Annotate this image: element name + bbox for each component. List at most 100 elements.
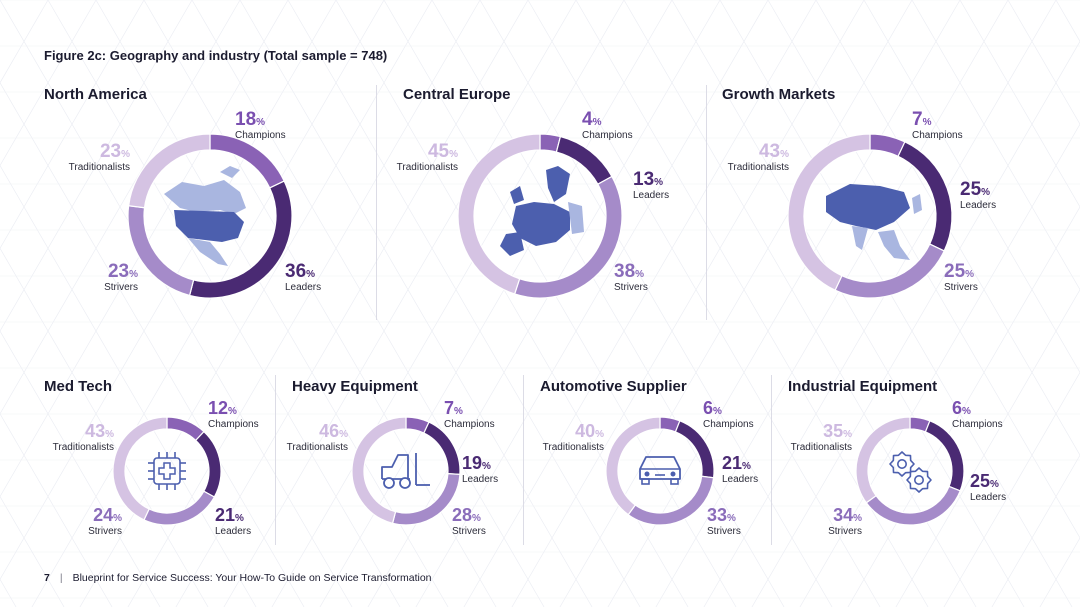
percent-sign: % xyxy=(780,149,789,160)
page-number: 7 xyxy=(44,572,50,584)
panel-title-central-europe: Central Europe xyxy=(403,86,511,103)
category-name-strivers: Strivers xyxy=(944,282,978,293)
panel-title-industrial-equipment: Industrial Equipment xyxy=(788,378,938,395)
percent-sign: % xyxy=(105,429,114,440)
percent-sign: % xyxy=(592,117,602,128)
value-champions: 7 xyxy=(444,398,455,418)
percent-sign: % xyxy=(472,513,481,524)
category-name-traditionalists: Traditionalists xyxy=(542,442,604,453)
percent-sign: % xyxy=(306,269,316,280)
category-name-traditionalists: Traditionalists xyxy=(68,162,130,173)
value-champions: 18 xyxy=(235,109,257,130)
value-traditionalists: 46 xyxy=(319,421,340,441)
value-traditionalists: 45 xyxy=(427,141,450,162)
value-traditionalists: 40 xyxy=(575,421,596,441)
data-label-champions: 6% Champions xyxy=(952,399,1003,430)
value-champions: 7 xyxy=(912,109,923,130)
value-champions: 6 xyxy=(952,398,963,418)
value-strivers: 33 xyxy=(707,505,728,525)
category-name-strivers: Strivers xyxy=(828,526,862,537)
data-label-traditionalists: 43% Traditionalists xyxy=(53,422,114,453)
percent-sign: % xyxy=(962,406,971,417)
panel-title-growth-markets: Growth Markets xyxy=(722,86,836,103)
data-label-traditionalists: 40% Traditionalists xyxy=(543,422,604,453)
category-name-leaders: Leaders xyxy=(633,190,670,201)
category-name-strivers: Strivers xyxy=(452,526,486,537)
value-leaders: 21 xyxy=(722,453,743,473)
percent-sign: % xyxy=(121,149,130,160)
value-strivers: 28 xyxy=(452,505,473,525)
category-name-strivers: Strivers xyxy=(707,526,741,537)
data-label-leaders: 13% Leaders xyxy=(633,170,669,201)
value-champions: 6 xyxy=(703,398,714,418)
percent-sign: % xyxy=(449,149,458,160)
category-name-strivers: Strivers xyxy=(104,282,138,293)
category-name-leaders: Leaders xyxy=(462,474,499,485)
category-name-champions: Champions xyxy=(912,130,963,141)
percent-sign: % xyxy=(228,406,237,417)
panel-title-heavy-equipment: Heavy Equipment xyxy=(292,378,418,395)
divider-bottom-3 xyxy=(771,375,772,545)
value-traditionalists: 43 xyxy=(85,421,106,441)
category-name-traditionalists: Traditionalists xyxy=(286,442,348,453)
percent-sign: % xyxy=(482,461,491,472)
category-name-leaders: Leaders xyxy=(215,526,252,537)
percent-sign: % xyxy=(922,117,932,128)
value-leaders: 36 xyxy=(285,261,307,282)
category-name-leaders: Leaders xyxy=(722,474,759,485)
category-name-champions: Champions xyxy=(444,419,495,430)
percent-sign: % xyxy=(990,479,999,490)
data-label-champions: 18% Champions xyxy=(235,110,286,141)
category-name-champions: Champions xyxy=(703,419,754,430)
category-name-traditionalists: Traditionalists xyxy=(727,162,789,173)
category-name-leaders: Leaders xyxy=(960,200,997,211)
data-label-traditionalists: 23% Traditionalists xyxy=(69,142,130,173)
data-label-leaders: 25% Leaders xyxy=(970,472,1006,503)
data-label-leaders: 19% Leaders xyxy=(462,454,498,485)
value-champions: 4 xyxy=(582,109,593,130)
value-traditionalists: 43 xyxy=(758,141,781,162)
percent-sign: % xyxy=(742,461,751,472)
percent-sign: % xyxy=(454,406,463,417)
data-label-champions: 12% Champions xyxy=(208,399,259,430)
category-name-champions: Champions xyxy=(582,130,633,141)
divider-bottom-1 xyxy=(275,375,276,545)
category-name-leaders: Leaders xyxy=(285,282,322,293)
data-label-champions: 7% Champions xyxy=(444,399,495,430)
data-label-champions: 4% Champions xyxy=(582,110,633,141)
percent-sign: % xyxy=(595,429,604,440)
footer-separator: | xyxy=(59,572,63,584)
percent-sign: % xyxy=(654,177,664,188)
value-leaders: 25 xyxy=(970,471,991,491)
category-name-champions: Champions xyxy=(208,419,259,430)
value-champions: 12 xyxy=(208,398,229,418)
percent-sign: % xyxy=(635,269,645,280)
percent-sign: % xyxy=(113,513,122,524)
data-label-leaders: 21% Leaders xyxy=(215,506,251,537)
category-name-traditionalists: Traditionalists xyxy=(396,162,458,173)
value-leaders: 25 xyxy=(960,179,982,200)
category-name-strivers: Strivers xyxy=(614,282,648,293)
divider-top-1 xyxy=(376,85,377,320)
percent-sign: % xyxy=(129,269,138,280)
data-label-strivers: 38% Strivers xyxy=(614,262,648,293)
data-label-leaders: 25% Leaders xyxy=(960,180,996,211)
category-name-leaders: Leaders xyxy=(970,492,1007,503)
percent-sign: % xyxy=(339,429,348,440)
data-label-traditionalists: 46% Traditionalists xyxy=(287,422,348,453)
category-name-champions: Champions xyxy=(235,130,286,141)
data-label-leaders: 36% Leaders xyxy=(285,262,321,293)
panel-title-automotive-supplier: Automotive Supplier xyxy=(540,378,687,395)
data-label-strivers: 24% Strivers xyxy=(88,506,122,537)
data-label-traditionalists: 35% Traditionalists xyxy=(791,422,852,453)
percent-sign: % xyxy=(843,429,852,440)
panel-title-med-tech: Med Tech xyxy=(44,378,113,395)
data-label-strivers: 23% Strivers xyxy=(104,262,138,293)
data-label-strivers: 34% Strivers xyxy=(828,506,862,537)
data-label-strivers: 33% Strivers xyxy=(707,506,741,537)
percent-sign: % xyxy=(853,513,862,524)
percent-sign: % xyxy=(713,406,722,417)
category-name-strivers: Strivers xyxy=(88,526,122,537)
value-strivers: 23 xyxy=(107,261,130,282)
